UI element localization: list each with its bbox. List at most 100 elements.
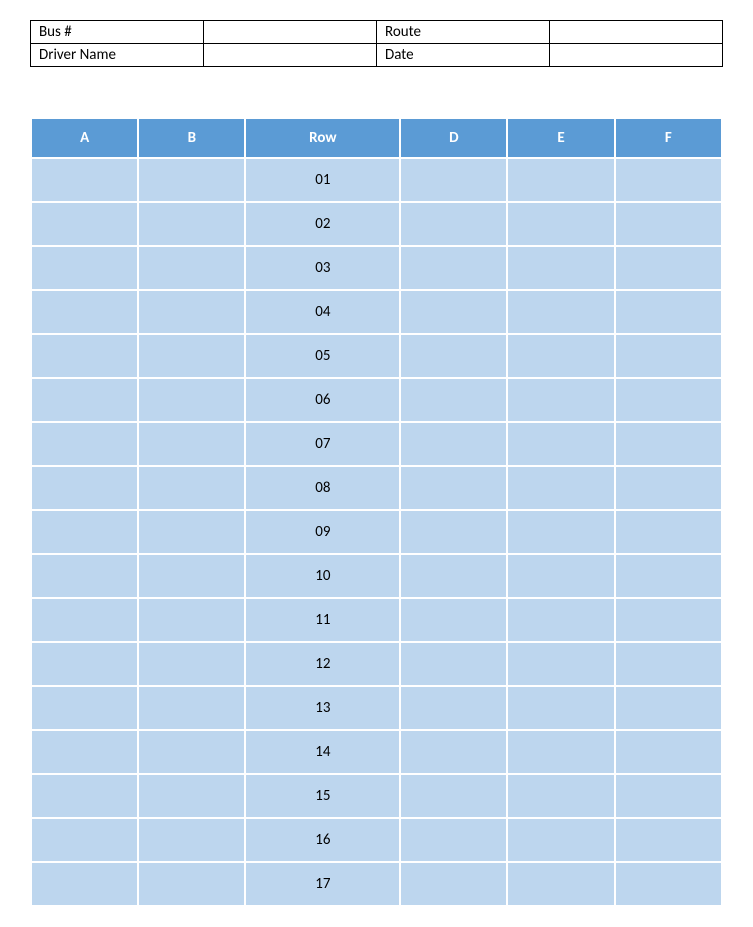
date-value[interactable] bbox=[550, 44, 723, 67]
seat-cell-d[interactable] bbox=[401, 555, 506, 597]
seat-cell-b[interactable] bbox=[139, 335, 244, 377]
seat-cell-a[interactable] bbox=[32, 247, 137, 289]
seating-row: 16 bbox=[32, 819, 721, 861]
seat-cell-e[interactable] bbox=[508, 863, 613, 905]
seat-cell-f[interactable] bbox=[616, 511, 721, 553]
seat-cell-e[interactable] bbox=[508, 159, 613, 201]
seat-cell-d[interactable] bbox=[401, 159, 506, 201]
seat-cell-f[interactable] bbox=[616, 247, 721, 289]
seat-cell-f[interactable] bbox=[616, 423, 721, 465]
seat-cell-f[interactable] bbox=[616, 687, 721, 729]
page-container: Bus # Route Driver Name Date A B Row D E… bbox=[0, 0, 753, 927]
seat-cell-a[interactable] bbox=[32, 687, 137, 729]
seat-cell-f[interactable] bbox=[616, 643, 721, 685]
seat-cell-d[interactable] bbox=[401, 467, 506, 509]
seat-cell-d[interactable] bbox=[401, 819, 506, 861]
seat-cell-f[interactable] bbox=[616, 863, 721, 905]
seat-cell-f[interactable] bbox=[616, 291, 721, 333]
route-value[interactable] bbox=[550, 21, 723, 44]
seat-cell-b[interactable] bbox=[139, 731, 244, 773]
seat-cell-b[interactable] bbox=[139, 423, 244, 465]
seat-cell-a[interactable] bbox=[32, 555, 137, 597]
seat-cell-f[interactable] bbox=[616, 203, 721, 245]
seating-row: 09 bbox=[32, 511, 721, 553]
seat-cell-b[interactable] bbox=[139, 291, 244, 333]
seat-cell-d[interactable] bbox=[401, 379, 506, 421]
row-number-cell: 13 bbox=[246, 687, 399, 729]
seat-cell-b[interactable] bbox=[139, 555, 244, 597]
seat-cell-b[interactable] bbox=[139, 687, 244, 729]
row-number-cell: 08 bbox=[246, 467, 399, 509]
row-number-cell: 09 bbox=[246, 511, 399, 553]
seat-cell-b[interactable] bbox=[139, 203, 244, 245]
seat-cell-e[interactable] bbox=[508, 423, 613, 465]
seat-cell-b[interactable] bbox=[139, 511, 244, 553]
seat-cell-d[interactable] bbox=[401, 731, 506, 773]
seat-cell-d[interactable] bbox=[401, 775, 506, 817]
seat-cell-e[interactable] bbox=[508, 643, 613, 685]
row-number-cell: 04 bbox=[246, 291, 399, 333]
seat-cell-a[interactable] bbox=[32, 731, 137, 773]
seat-cell-e[interactable] bbox=[508, 511, 613, 553]
seat-cell-f[interactable] bbox=[616, 159, 721, 201]
seat-cell-a[interactable] bbox=[32, 511, 137, 553]
seat-cell-d[interactable] bbox=[401, 291, 506, 333]
bus-number-value[interactable] bbox=[204, 21, 377, 44]
seat-cell-f[interactable] bbox=[616, 731, 721, 773]
seat-cell-a[interactable] bbox=[32, 775, 137, 817]
seat-cell-b[interactable] bbox=[139, 819, 244, 861]
seat-cell-d[interactable] bbox=[401, 203, 506, 245]
seat-cell-d[interactable] bbox=[401, 643, 506, 685]
seat-cell-d[interactable] bbox=[401, 599, 506, 641]
seat-cell-a[interactable] bbox=[32, 159, 137, 201]
seat-cell-e[interactable] bbox=[508, 203, 613, 245]
seat-cell-e[interactable] bbox=[508, 291, 613, 333]
seat-cell-d[interactable] bbox=[401, 423, 506, 465]
seat-cell-e[interactable] bbox=[508, 731, 613, 773]
seat-cell-f[interactable] bbox=[616, 819, 721, 861]
seat-cell-f[interactable] bbox=[616, 467, 721, 509]
seat-cell-b[interactable] bbox=[139, 775, 244, 817]
seat-cell-d[interactable] bbox=[401, 335, 506, 377]
seat-cell-a[interactable] bbox=[32, 643, 137, 685]
seat-cell-a[interactable] bbox=[32, 467, 137, 509]
seat-cell-b[interactable] bbox=[139, 247, 244, 289]
seat-cell-e[interactable] bbox=[508, 599, 613, 641]
seat-cell-a[interactable] bbox=[32, 203, 137, 245]
seat-cell-e[interactable] bbox=[508, 819, 613, 861]
seat-cell-b[interactable] bbox=[139, 467, 244, 509]
seat-cell-d[interactable] bbox=[401, 247, 506, 289]
seat-cell-b[interactable] bbox=[139, 379, 244, 421]
seat-cell-e[interactable] bbox=[508, 247, 613, 289]
seat-cell-b[interactable] bbox=[139, 599, 244, 641]
seat-cell-b[interactable] bbox=[139, 159, 244, 201]
seat-cell-e[interactable] bbox=[508, 687, 613, 729]
seat-cell-a[interactable] bbox=[32, 379, 137, 421]
seat-cell-e[interactable] bbox=[508, 467, 613, 509]
seating-row: 02 bbox=[32, 203, 721, 245]
seat-cell-f[interactable] bbox=[616, 775, 721, 817]
seat-cell-a[interactable] bbox=[32, 599, 137, 641]
seat-cell-a[interactable] bbox=[32, 291, 137, 333]
seat-cell-e[interactable] bbox=[508, 555, 613, 597]
seat-cell-f[interactable] bbox=[616, 555, 721, 597]
route-label: Route bbox=[377, 21, 550, 44]
seat-cell-e[interactable] bbox=[508, 379, 613, 421]
seat-cell-d[interactable] bbox=[401, 863, 506, 905]
seat-cell-f[interactable] bbox=[616, 335, 721, 377]
seating-header-row: A B Row D E F bbox=[32, 119, 721, 157]
seat-cell-d[interactable] bbox=[401, 511, 506, 553]
seat-cell-a[interactable] bbox=[32, 819, 137, 861]
seat-cell-a[interactable] bbox=[32, 863, 137, 905]
seat-cell-a[interactable] bbox=[32, 335, 137, 377]
seat-cell-b[interactable] bbox=[139, 643, 244, 685]
seat-cell-e[interactable] bbox=[508, 775, 613, 817]
seat-cell-e[interactable] bbox=[508, 335, 613, 377]
seat-cell-f[interactable] bbox=[616, 599, 721, 641]
seat-cell-a[interactable] bbox=[32, 423, 137, 465]
driver-name-value[interactable] bbox=[204, 44, 377, 67]
seat-cell-b[interactable] bbox=[139, 863, 244, 905]
col-header-a: A bbox=[32, 119, 137, 157]
seat-cell-d[interactable] bbox=[401, 687, 506, 729]
seat-cell-f[interactable] bbox=[616, 379, 721, 421]
